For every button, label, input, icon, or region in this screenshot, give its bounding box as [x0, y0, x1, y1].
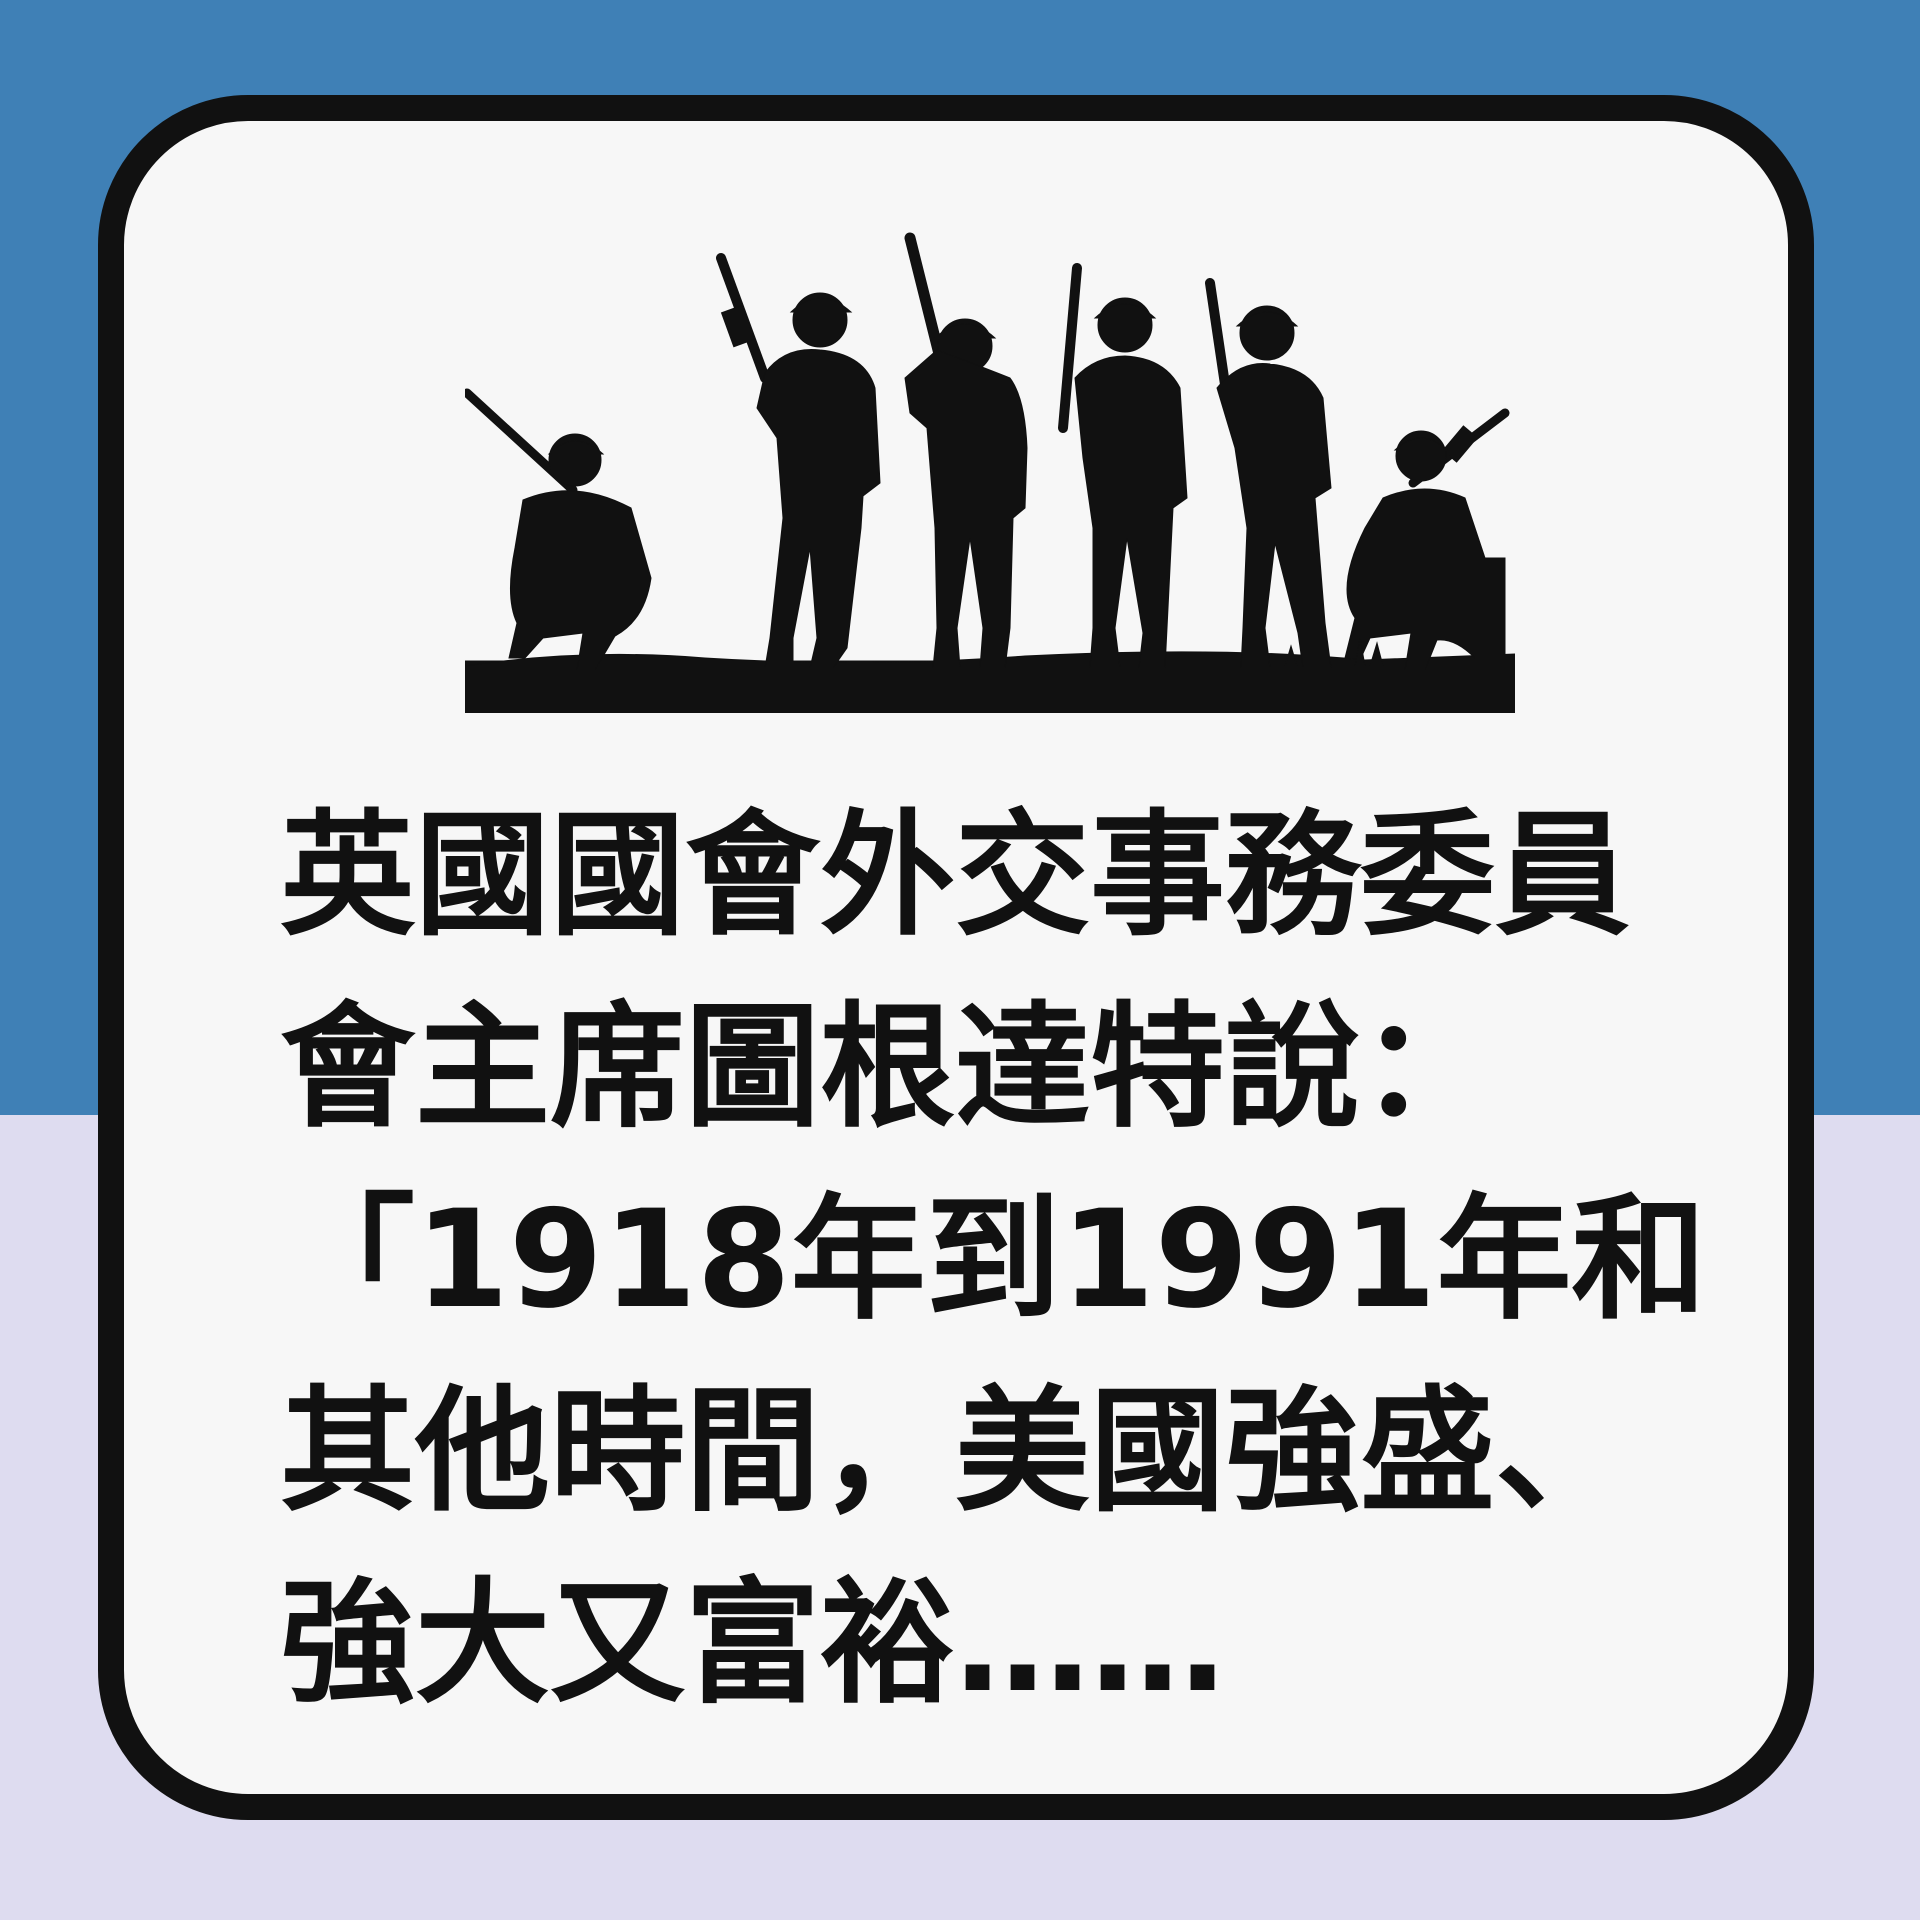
quote-line-5: 強大又富裕……	[280, 1565, 1225, 1722]
quote-line-1: 英國國會外交事務委員	[280, 797, 1630, 954]
quote-line-2: 會主席圖根達特說：	[280, 989, 1495, 1146]
quote-line-4: 其他時間，美國強盛、	[280, 1373, 1630, 1530]
quote-text: 英國國會外交事務委員 會主席圖根達特說： 「1918年到1991年和 其他時間，…	[280, 780, 1707, 1740]
quote-card	[98, 95, 1814, 1820]
soldiers-silhouette-icon	[465, 232, 1515, 713]
quote-line-3: 「1918年到1991年和	[280, 1181, 1707, 1338]
